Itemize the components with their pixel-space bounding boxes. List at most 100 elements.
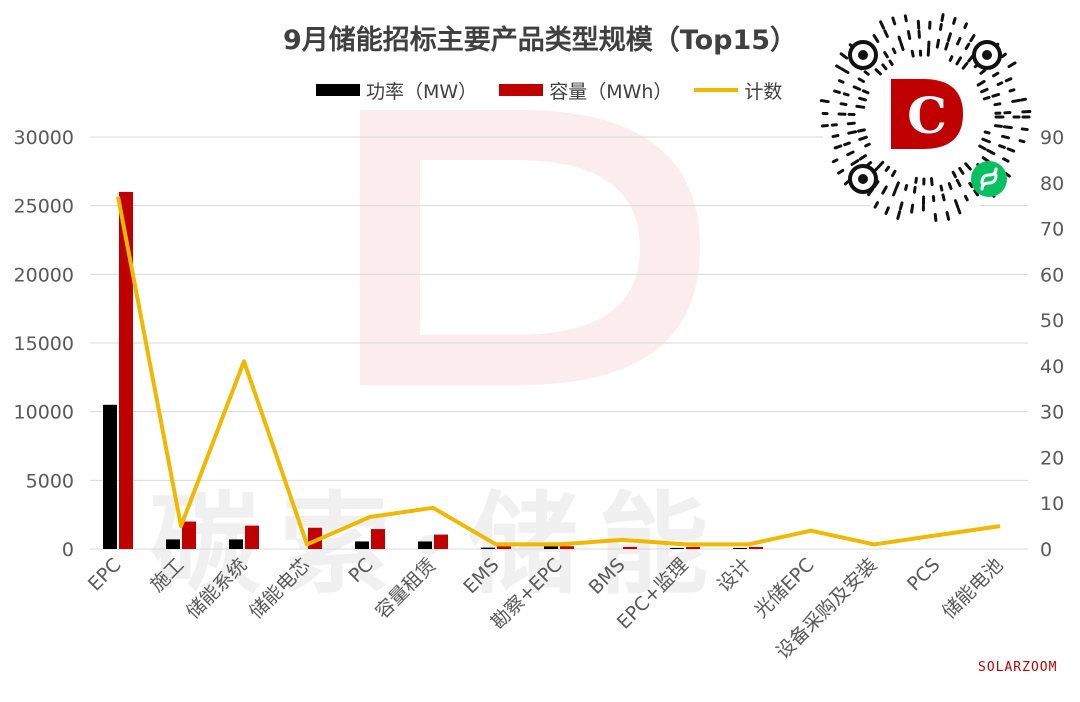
qr-badge-dot (1001, 134, 1010, 140)
qr-badge-dot (980, 87, 989, 94)
qr-badge-dot (842, 92, 850, 97)
bar-power (733, 547, 747, 549)
qr-badge-dot (833, 144, 843, 150)
legend-item-power: 功率（MW） (316, 77, 477, 104)
bar-power (229, 539, 243, 549)
qr-badge-dot (957, 207, 962, 215)
bar-capacity (182, 521, 196, 549)
brand-label: SOLARZOOM (978, 660, 1058, 675)
qr-badge-dot (876, 160, 885, 169)
qr-badge-dot (996, 81, 1004, 86)
legend-item-count: 计数 (694, 77, 782, 104)
chart-title: 9月储能招标主要产品类型规模（Top15） (282, 25, 798, 56)
qr-badge-dot (884, 165, 891, 172)
qr-badge-dot (898, 201, 904, 211)
qr-finder-dot (858, 50, 868, 60)
qr-logo-letter: C (907, 86, 947, 145)
bar-capacity (371, 529, 385, 549)
qr-badge-dot (874, 68, 882, 76)
bar-power (481, 547, 495, 549)
qr-badge-dot (843, 141, 851, 147)
qr-badge-dot (1000, 52, 1007, 59)
qr-badge-dot (856, 128, 866, 133)
qr-badge-dot (858, 135, 868, 141)
bar-power (103, 404, 117, 549)
x-tick-label: BMS (585, 554, 630, 599)
qr-badge-dot (969, 34, 976, 43)
bar-capacity (623, 546, 637, 549)
qr-badge-dot (992, 71, 1000, 78)
qr-badge-dot (951, 170, 957, 179)
qr-badge-dot (981, 137, 991, 144)
bar-power (166, 539, 180, 549)
qr-badge-dot (899, 41, 905, 51)
qr-badge-dot (831, 134, 840, 139)
x-tick-label: PCS (903, 554, 945, 596)
qr-badge-dot (831, 158, 839, 164)
qr-badge-dot (819, 99, 830, 104)
bar-capacity (434, 534, 448, 549)
watermark-logo (360, 110, 700, 385)
qr-badge-dot (858, 96, 867, 102)
qr-badge-dot (964, 162, 972, 171)
qr-badge-dot (912, 185, 917, 194)
qr-badge-dot (883, 51, 889, 59)
qr-badge-dot (863, 70, 870, 76)
legend: 功率（MW） 容量（MWh） 计数 (316, 77, 804, 104)
qr-badge-dot (1020, 127, 1029, 132)
qr-badge-dot (948, 55, 954, 62)
qr-badge-dot (833, 89, 841, 94)
qr-badge-dot (906, 30, 912, 40)
qr-badge-dot (903, 14, 908, 23)
qr-badge-dot (850, 159, 860, 166)
y-right-tick-label: 50 (1040, 310, 1064, 332)
bar-capacity (686, 546, 700, 549)
qr-badge-dot (835, 64, 842, 70)
x-tick-label: 储能电池 (938, 554, 1007, 623)
y-right-tick-label: 40 (1040, 356, 1064, 378)
bar-capacity (245, 525, 259, 549)
qr-badge-dot (839, 52, 849, 60)
qr-badge-dot (858, 154, 867, 161)
qr-badge-dot (914, 176, 918, 184)
qr-badge-dot (1008, 88, 1016, 93)
bar-power (670, 547, 684, 549)
legend-label-power: 功率（MW） (366, 80, 478, 103)
x-tick-label: 设计 (713, 554, 755, 596)
mini-program-glyph (980, 167, 998, 191)
qr-finder-dot (858, 174, 868, 184)
qr-badge-dot (955, 56, 963, 66)
x-tick-label: EMS (459, 554, 503, 598)
qr-badge-dot (1004, 77, 1013, 83)
x-tick-label: 储能电芯 (245, 554, 314, 623)
qr-badge-dot (991, 92, 1001, 98)
y-right-tick-label: 80 (1040, 173, 1064, 195)
y-left-tick-label: 0 (62, 539, 74, 561)
qr-badge-dot (873, 201, 879, 209)
y-right-tick-label: 60 (1040, 264, 1064, 286)
qr-badge-dot (881, 185, 888, 195)
qr-badge-dot (892, 189, 897, 197)
qr-badge-dot (910, 49, 915, 58)
legend-swatch-capacity (499, 84, 544, 96)
bar-capacity (560, 546, 574, 549)
qr-badge-dot (891, 16, 897, 26)
qr-badge-dot (964, 42, 971, 50)
qr-badge-dot (872, 34, 880, 44)
legend-swatch-power (316, 84, 360, 96)
qr-badge-dot (952, 17, 957, 25)
qr-badge-dot (929, 177, 934, 187)
qr-badge-dot (846, 121, 856, 126)
qr-badge-dot (1007, 61, 1017, 69)
bar-power (355, 541, 369, 549)
y-right-tick-label: 90 (1040, 127, 1064, 149)
qr-badge-dot (939, 184, 944, 192)
bar-power (544, 546, 558, 549)
qr-badge-dot (940, 13, 945, 22)
qr-badge-dot (945, 210, 951, 221)
qr-badge-dot (910, 203, 915, 214)
qr-badge-dot (888, 59, 894, 66)
qr-badge-dot (973, 189, 980, 197)
qr-badge-dot (968, 181, 974, 189)
qr-badge-dot (1011, 98, 1022, 104)
